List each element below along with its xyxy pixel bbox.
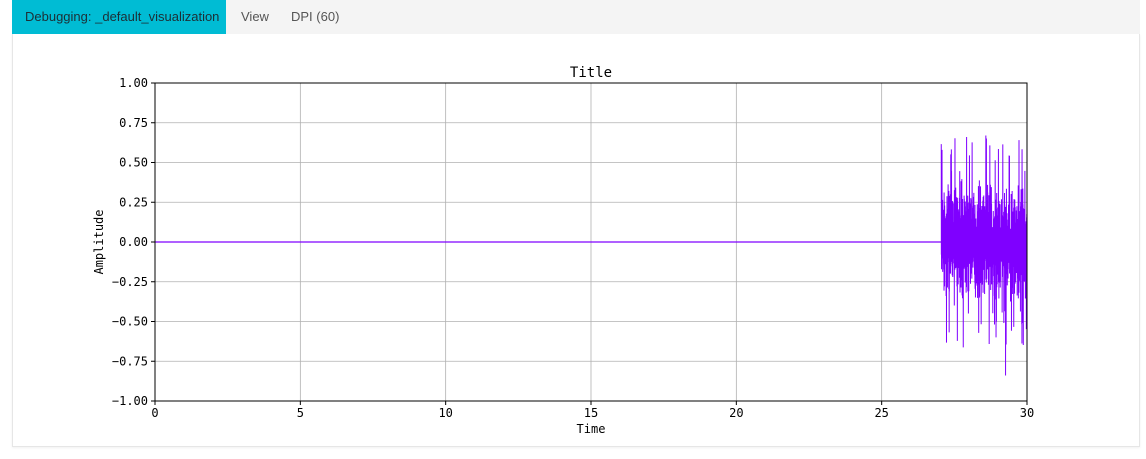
- y-tick-label: −0.25: [112, 275, 148, 289]
- chart-title: Title: [570, 65, 612, 81]
- y-tick-labels: 1.00 0.75 0.50 0.25 0.00 −0.25 −0.50 −0.75 −1.00: [112, 76, 148, 408]
- x-tick-label: 30: [1020, 406, 1034, 420]
- x-tick-labels: 0 5 10 15 20 25 30: [151, 406, 1034, 420]
- y-tick-label: 0.50: [119, 156, 148, 170]
- tab-debugging[interactable]: Debugging: _default_visualization: [12, 0, 226, 34]
- y-tick-label: −0.75: [112, 354, 148, 368]
- x-axis-label: Time: [577, 422, 606, 436]
- x-tick-label: 15: [584, 406, 598, 420]
- y-tick-label: 1.00: [119, 76, 148, 90]
- x-tick-label: 25: [874, 406, 888, 420]
- plot-area: [155, 135, 1028, 376]
- tab-view[interactable]: View: [241, 9, 269, 24]
- y-tick-label: 0.25: [119, 195, 148, 209]
- tab-dpi[interactable]: DPI (60): [291, 9, 340, 24]
- tab-bar: Debugging: _default_visualization View D…: [12, 0, 1140, 34]
- y-tick-label: −0.50: [112, 315, 148, 329]
- y-tick-label: 0.75: [119, 116, 148, 130]
- y-tick-label: 0.00: [119, 235, 148, 249]
- line-chart: 0 5 10 15 20 25 30 1.00 0.75 0.50 0.25 0.00 −0.25 −0…: [92, 65, 1034, 436]
- x-tick-label: 5: [297, 406, 304, 420]
- y-axis-label: Amplitude: [92, 209, 106, 274]
- x-tick-label: 0: [151, 406, 158, 420]
- plot-panel: 0 5 10 15 20 25 30 1.00 0.75 0.50 0.25 0.00 −0.25 −0…: [12, 34, 1140, 447]
- series-line-noise: [940, 135, 1028, 376]
- x-tick-label: 10: [438, 406, 452, 420]
- tick-marks: [151, 82, 1028, 405]
- x-tick-label: 20: [729, 406, 743, 420]
- y-tick-label: −1.00: [112, 394, 148, 408]
